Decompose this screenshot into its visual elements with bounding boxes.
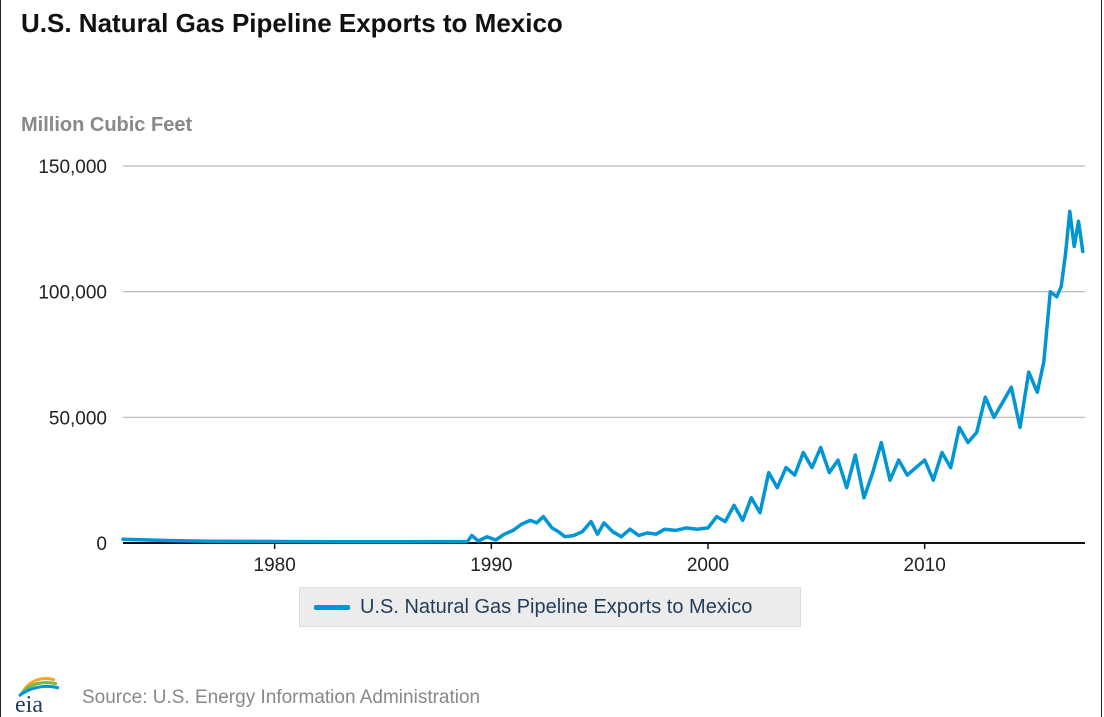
- y-axis-unit-label: Million Cubic Feet: [21, 114, 193, 136]
- legend-swatch: [314, 604, 350, 610]
- y-tick-label: 100,000: [38, 283, 107, 304]
- eia-logo-icon: eia: [15, 677, 60, 716]
- source-text: Source: U.S. Energy Information Administ…: [82, 687, 481, 708]
- x-tick-label: 1990: [470, 555, 512, 576]
- gridlines: [123, 165, 1085, 544]
- y-tick-labels: 0 50,000 100,000 150,000: [38, 157, 107, 555]
- y-tick-label: 50,000: [49, 408, 107, 429]
- x-tick-label: 2010: [904, 555, 946, 576]
- svg-text:eia: eia: [15, 692, 43, 716]
- x-tick-label: 2000: [687, 555, 729, 576]
- y-tick-label: 150,000: [38, 157, 107, 178]
- series-line-exports-to-mexico[interactable]: [121, 209, 1085, 544]
- legend[interactable]: U.S. Natural Gas Pipeline Exports to Mex…: [299, 587, 801, 627]
- series-lines: [121, 209, 1085, 544]
- footer: eia Source: U.S. Energy Information Admi…: [1, 670, 701, 717]
- x-tick-labels: 1980 1990 2000 2010: [254, 543, 946, 576]
- legend-label: U.S. Natural Gas Pipeline Exports to Mex…: [360, 595, 753, 618]
- x-tick-label: 1980: [254, 555, 296, 576]
- chart-title: U.S. Natural Gas Pipeline Exports to Mex…: [21, 8, 563, 38]
- y-tick-label: 0: [96, 534, 107, 555]
